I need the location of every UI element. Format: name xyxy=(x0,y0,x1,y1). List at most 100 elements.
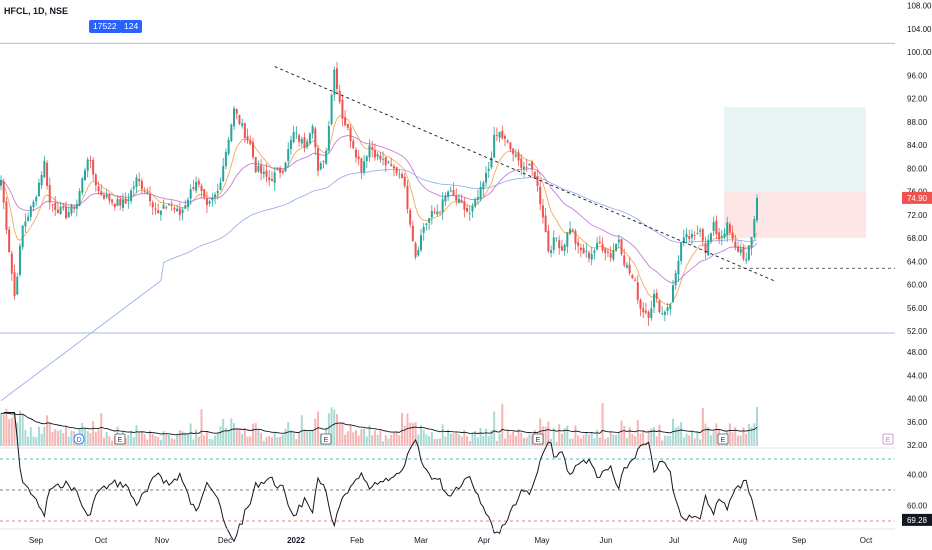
volume-bar xyxy=(86,431,89,446)
candle-body xyxy=(165,206,168,208)
price-axis-tick: 72.00 xyxy=(907,211,928,220)
volume-bar xyxy=(501,403,504,446)
volume-bar xyxy=(211,439,214,446)
candle-body xyxy=(715,220,718,235)
candle-body xyxy=(720,235,723,238)
candle-body xyxy=(40,175,43,186)
volume-bar xyxy=(10,417,13,446)
candle-body xyxy=(739,248,742,253)
volume-bar xyxy=(403,425,406,446)
candle-body xyxy=(682,237,685,242)
candle-body xyxy=(420,235,422,251)
volume-bars xyxy=(0,403,758,446)
candle-body xyxy=(211,197,214,201)
time-axis-label: Oct xyxy=(860,536,873,545)
candle-body xyxy=(368,145,371,158)
price-axis-tick: 68.00 xyxy=(907,234,928,243)
earnings-marker[interactable]: E xyxy=(114,433,126,445)
trendline[interactable] xyxy=(274,66,777,283)
candle-body xyxy=(384,157,387,166)
volume-bar xyxy=(539,418,542,446)
volume-bar xyxy=(18,410,21,446)
volume-bar xyxy=(317,411,320,446)
candle-body xyxy=(349,127,352,142)
volume-bar xyxy=(593,438,596,446)
candle-body xyxy=(636,282,639,300)
candle-body xyxy=(319,163,322,170)
rsi-axis-tick: 60.00 xyxy=(907,502,928,511)
earnings-marker[interactable]: E xyxy=(532,433,544,445)
candle-body xyxy=(373,150,376,158)
candle-body xyxy=(487,168,490,171)
candle-body xyxy=(208,201,211,204)
candle-body xyxy=(235,109,238,114)
volume-bar xyxy=(699,439,702,446)
candle-body xyxy=(135,177,138,188)
volume-bar xyxy=(368,425,371,446)
candle-body xyxy=(661,313,664,315)
volume-bar xyxy=(205,431,208,446)
candle-body xyxy=(344,117,347,126)
volume-bar xyxy=(734,427,737,446)
volume-bar xyxy=(260,432,263,446)
candle-body xyxy=(97,186,100,192)
candle-body xyxy=(401,173,404,178)
earnings-marker[interactable]: E xyxy=(882,433,894,445)
change-pill[interactable]: 124 xyxy=(120,20,143,33)
volume-bar xyxy=(235,429,238,446)
volume-bar xyxy=(67,436,70,446)
candle-body xyxy=(409,210,412,225)
volume-bar xyxy=(371,435,374,446)
earnings-marker[interactable]: E xyxy=(320,433,332,445)
candle-body xyxy=(10,253,13,274)
candle-body xyxy=(317,148,320,171)
volume-bar xyxy=(151,433,154,446)
time-axis-label: Nov xyxy=(155,536,169,545)
volume-bar xyxy=(742,427,745,446)
candle-body xyxy=(756,197,758,221)
volume-bar xyxy=(132,437,135,446)
candle-body xyxy=(102,195,105,199)
candle-body xyxy=(270,179,273,182)
volume-bar xyxy=(243,427,246,446)
candle-body xyxy=(601,243,604,251)
candle-body xyxy=(425,223,428,226)
position-tool[interactable] xyxy=(724,107,866,238)
price-axis-tick: 56.00 xyxy=(907,304,928,313)
candle-body xyxy=(173,207,176,210)
price-axis-tick: 64.00 xyxy=(907,257,928,266)
volume-bar xyxy=(56,430,59,446)
candle-body xyxy=(547,230,550,252)
volume-bar xyxy=(463,430,466,446)
volume-bar xyxy=(200,409,203,446)
candle-body xyxy=(78,191,81,206)
candle-body xyxy=(569,228,572,234)
candle-body xyxy=(67,212,70,218)
candle-body xyxy=(346,123,349,128)
marker-shape xyxy=(73,433,85,445)
candle-body xyxy=(750,236,753,248)
candle-body xyxy=(376,154,379,157)
earnings-marker[interactable]: E xyxy=(717,433,729,445)
candle-body xyxy=(314,128,317,148)
earnings-marker[interactable]: D xyxy=(73,433,85,445)
candle-body xyxy=(46,162,49,186)
candle-body xyxy=(590,253,593,260)
volume-bar xyxy=(636,419,639,446)
volume-bar xyxy=(338,422,341,446)
target-zone xyxy=(724,107,866,192)
candle-body xyxy=(365,156,368,162)
price-pill[interactable]: 17522 xyxy=(89,20,121,33)
candle-body xyxy=(593,250,596,254)
candle-body xyxy=(745,259,748,261)
horizontal-lines[interactable] xyxy=(0,42,895,334)
volume-bar xyxy=(21,413,24,446)
candle-body xyxy=(463,201,466,210)
rsi-badge-box xyxy=(902,513,932,526)
volume-bar xyxy=(476,437,479,446)
trendline-line xyxy=(274,66,777,283)
volume-bar xyxy=(111,440,114,446)
candle-body xyxy=(666,307,669,311)
